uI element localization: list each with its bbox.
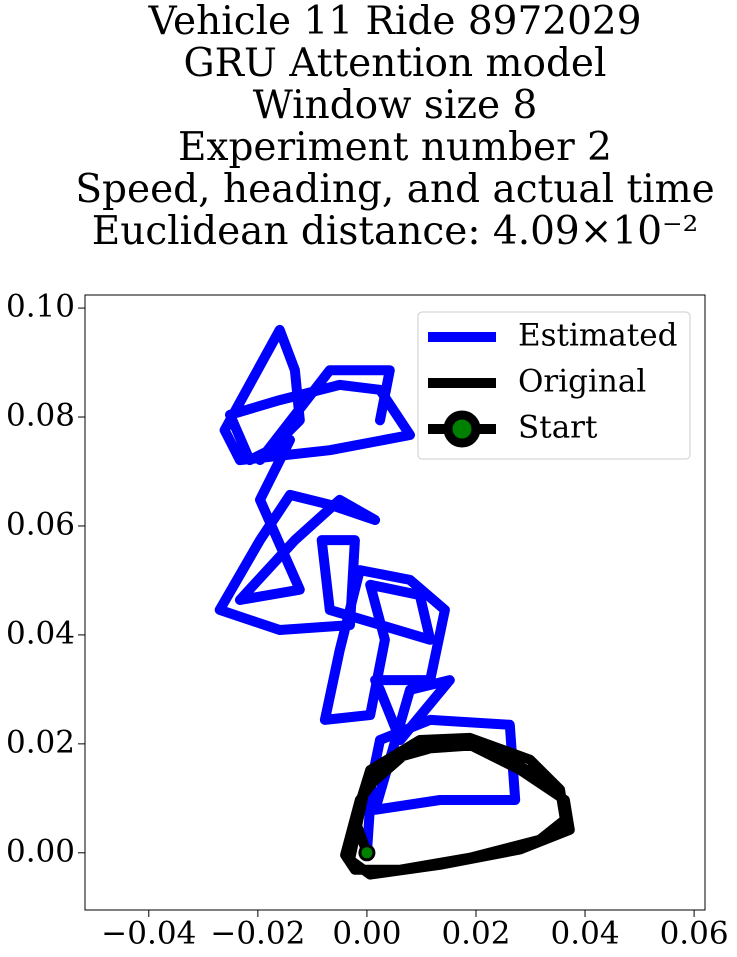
plot-area — [214, 324, 575, 880]
x-tick-label: 0.00 — [332, 916, 401, 952]
x-tick-label: −0.04 — [101, 916, 196, 952]
y-tick-label: 0.04 — [6, 615, 75, 651]
legend-label: Start — [518, 410, 598, 446]
y-tick-label: 0.00 — [6, 833, 75, 869]
legend-marker — [443, 410, 481, 448]
chart-title: Vehicle 11 Ride 8972029 — [147, 0, 641, 44]
y-tick-label: 0.10 — [6, 289, 75, 325]
x-tick-label: −0.02 — [210, 916, 305, 952]
trajectory — [340, 732, 575, 880]
chart-title: Euclidean distance: 4.09×10⁻² — [92, 209, 699, 254]
x-tick-label: 0.06 — [660, 916, 729, 952]
trajectory — [214, 324, 521, 858]
y-tick-label: 0.02 — [6, 724, 75, 760]
plot-frame — [84, 294, 706, 911]
y-tick-label: 0.06 — [6, 506, 75, 542]
chart-title: GRU Attention model — [184, 41, 607, 86]
x-tick-label: 0.04 — [551, 916, 620, 952]
chart-title: Window size 8 — [253, 83, 538, 128]
y-tick-label: 0.08 — [6, 398, 75, 434]
legend-box — [417, 311, 691, 460]
start-marker — [358, 844, 376, 862]
x-tick-label: 0.02 — [441, 916, 510, 952]
legend-label: Estimated — [518, 318, 677, 354]
chart-title: Experiment number 2 — [178, 125, 612, 170]
chart-title: Speed, heading, and actual time — [75, 167, 714, 212]
legend-label: Original — [518, 364, 646, 400]
